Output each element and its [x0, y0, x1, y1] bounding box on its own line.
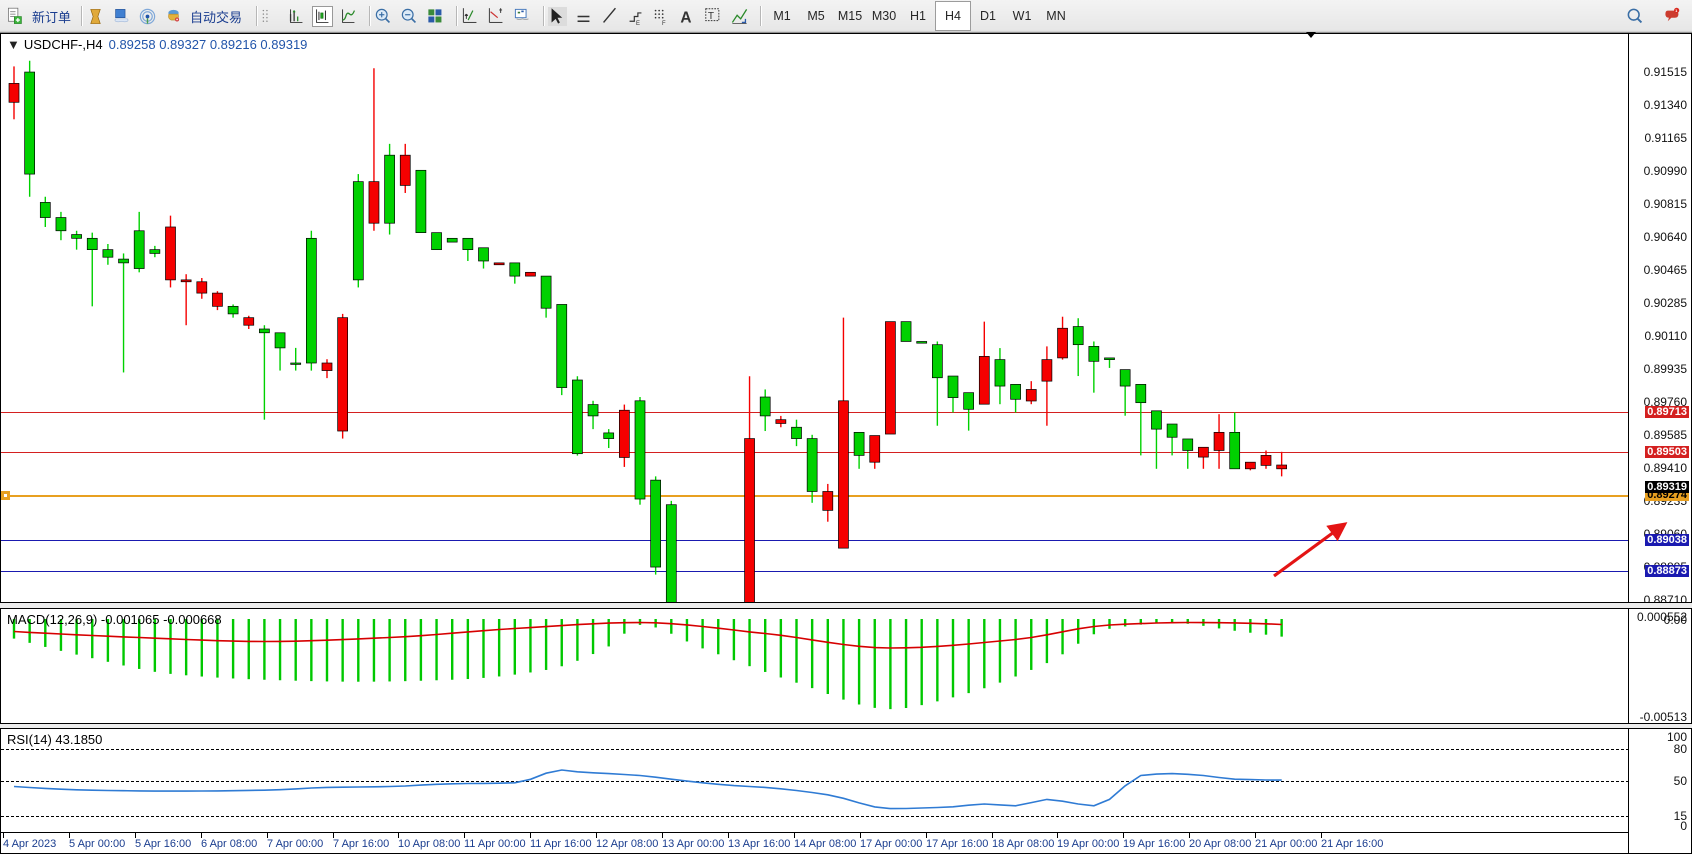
svg-text:T: T [708, 10, 714, 21]
svg-text:F: F [662, 20, 666, 25]
svg-text:E: E [636, 20, 640, 25]
svg-text:A: A [680, 9, 691, 26]
